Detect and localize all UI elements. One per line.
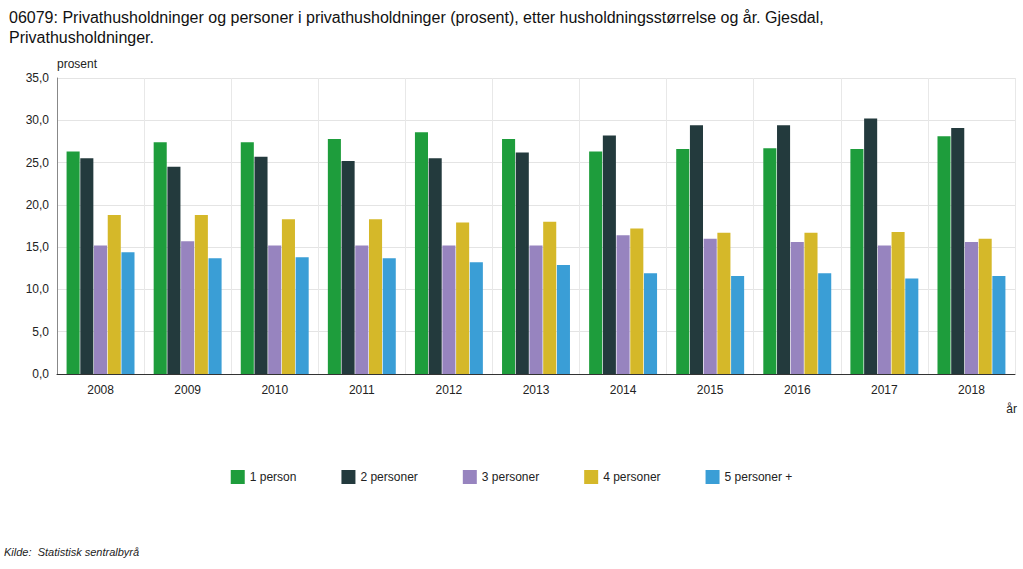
svg-text:2017: 2017 [871,383,898,397]
svg-text:2016: 2016 [784,383,811,397]
svg-text:Kilde: Statistisk sentralbyrå: Kilde: Statistisk sentralbyrå [4,546,139,558]
svg-text:2015: 2015 [697,383,724,397]
svg-text:2018: 2018 [958,383,985,397]
svg-text:2011: 2011 [349,383,375,397]
svg-text:5 personer +: 5 personer + [725,470,793,484]
svg-text:2009: 2009 [174,383,201,397]
svg-text:2010: 2010 [261,383,288,397]
svg-text:prosent: prosent [57,57,98,71]
svg-text:0,0: 0,0 [32,367,49,381]
svg-text:1 person: 1 person [250,470,297,484]
svg-text:2014: 2014 [610,383,637,397]
svg-text:10,0: 10,0 [26,282,50,296]
svg-text:Privathusholdninger.: Privathusholdninger. [9,29,154,46]
svg-text:30,0: 30,0 [26,113,50,127]
svg-text:06079: Privathusholdninger og: 06079: Privathusholdninger og personer i… [9,9,828,26]
svg-text:4 personer: 4 personer [603,470,660,484]
svg-text:35,0: 35,0 [26,71,50,85]
svg-text:2013: 2013 [523,383,550,397]
svg-text:20,0: 20,0 [26,198,50,212]
svg-text:2 personer: 2 personer [360,470,417,484]
svg-text:2012: 2012 [436,383,463,397]
svg-text:25,0: 25,0 [26,156,50,170]
svg-text:2008: 2008 [87,383,114,397]
svg-text:15,0: 15,0 [26,240,50,254]
svg-text:5,0: 5,0 [32,325,49,339]
svg-text:3 personer: 3 personer [482,470,539,484]
svg-text:år: år [1006,402,1017,416]
